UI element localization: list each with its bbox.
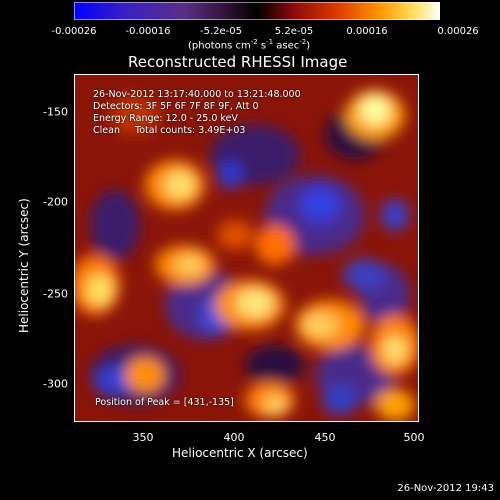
y-tick-label: -150 bbox=[43, 105, 68, 119]
info-detectors: Detectors: 3F 5F 6F 7F 8F 9F, Att 0 bbox=[93, 101, 259, 112]
colorbar-tick-3: -5.2e-05 bbox=[200, 26, 242, 37]
colorbar-tick-6: 0.00026 bbox=[437, 26, 479, 37]
x-tick-label: 500 bbox=[403, 431, 425, 444]
info-energy-range: Energy Range: 12.0 - 25.0 keV bbox=[93, 113, 238, 124]
y-tick-label: -300 bbox=[43, 377, 68, 391]
colorbar-tick-5: 0.00016 bbox=[346, 26, 388, 37]
x-tick-label: 400 bbox=[223, 431, 245, 444]
colorbar-tick-1: -0.00026 bbox=[51, 26, 97, 37]
timestamp: 26-Nov-2012 19:43 bbox=[397, 483, 494, 494]
info-peak-position: Position of Peak = [431,-135] bbox=[95, 397, 234, 408]
y-axis-label: Heliocentric Y (arcsec) bbox=[17, 198, 31, 333]
colorbar-tick-2: -0.00016 bbox=[125, 26, 171, 37]
info-time-range: 26-Nov-2012 13:17:40.000 to 13:21:48.000 bbox=[93, 89, 301, 100]
y-tick-label: -250 bbox=[43, 287, 68, 301]
x-tick-label: 350 bbox=[132, 431, 154, 444]
x-axis-label: Heliocentric X (arcsec) bbox=[172, 446, 308, 460]
colorbar-unit-label: (photons cm-2 s-1 asec-2) bbox=[188, 38, 311, 52]
plot-title: Reconstructed RHESSI Image bbox=[128, 53, 348, 71]
colorbar bbox=[74, 2, 440, 20]
rhessi-image-pixels bbox=[75, 75, 418, 421]
colorbar-tick-4: 5.2e-05 bbox=[274, 26, 314, 37]
y-tick-label: -200 bbox=[43, 195, 68, 209]
rhessi-image: 26-Nov-2012 13:17:40.000 to 13:21:48.000… bbox=[74, 74, 419, 422]
info-clean-counts: Clean Total counts: 3.49E+03 bbox=[93, 125, 246, 136]
x-tick-label: 450 bbox=[314, 431, 336, 444]
